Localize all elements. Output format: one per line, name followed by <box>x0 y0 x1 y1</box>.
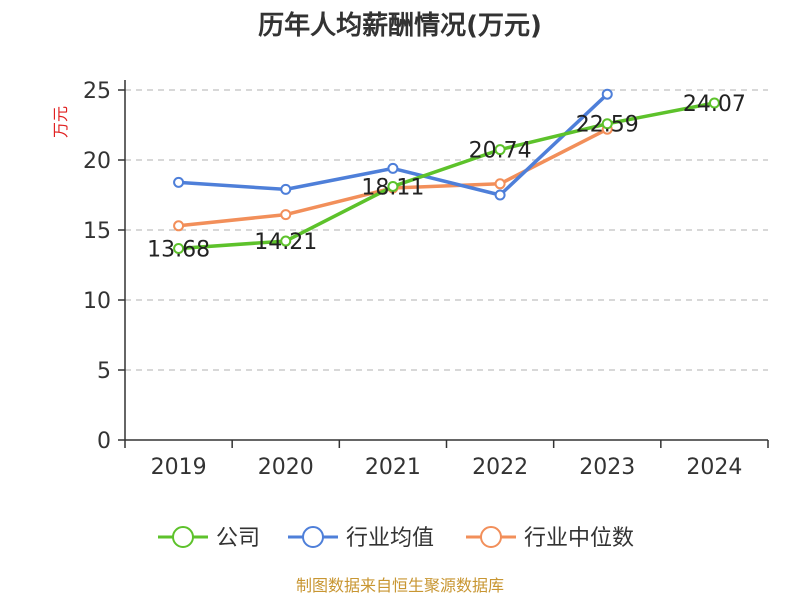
y-axis-label: 万元 <box>51 106 70 138</box>
series-line-company <box>178 101 715 251</box>
x-tick-label: 2022 <box>472 455 528 480</box>
legend-marker-company <box>172 526 194 548</box>
x-tick-label: 2020 <box>258 455 314 480</box>
axes: 0 5 10 15 20 25 2019 2020 2021 2022 2023 2024 <box>83 79 769 480</box>
legend-label-industry-mean: 行业均值 <box>346 526 434 551</box>
data-point-company <box>173 242 185 254</box>
gridlines <box>125 89 768 371</box>
legend-marker-industry-median <box>480 526 502 548</box>
data-point-industry-median <box>173 220 185 232</box>
data-label: 22.59 <box>576 113 639 138</box>
x-tick-label: 2021 <box>365 455 421 480</box>
data-point-industry-mean <box>280 183 292 195</box>
data-point-industry-mean <box>173 176 185 188</box>
data-point-industry-mean <box>494 189 506 201</box>
y-tick-label: 25 <box>83 79 111 104</box>
y-tick-label: 10 <box>83 289 111 314</box>
legend-marker-industry-mean <box>302 526 324 548</box>
data-labels: 13.68 14.21 18.11 20.74 22.59 24.07 <box>147 92 746 262</box>
data-point-industry-median <box>280 209 292 221</box>
data-point-industry-median <box>494 178 506 190</box>
data-point-company <box>494 144 506 156</box>
x-tick-label: 2023 <box>579 455 635 480</box>
data-point-company <box>387 180 399 192</box>
legend: 公司 行业均值 行业中位数 <box>158 526 634 551</box>
data-point-company <box>280 235 292 247</box>
data-point-company <box>708 97 720 109</box>
chart-title: 历年人均薪酬情况(万元) <box>258 10 542 41</box>
y-tick-label: 20 <box>83 149 111 174</box>
data-point-industry-mean <box>601 88 613 100</box>
source-note: 制图数据来自恒生聚源数据库 <box>296 576 504 595</box>
data-label: 18.11 <box>361 175 424 200</box>
y-tick-label: 0 <box>97 429 111 454</box>
legend-label-company: 公司 <box>216 526 260 551</box>
data-label: 13.68 <box>147 237 210 262</box>
y-tick-label: 5 <box>97 359 111 384</box>
data-label: 14.21 <box>254 230 317 255</box>
x-tick-label: 2019 <box>151 455 207 480</box>
y-tick-label: 15 <box>83 219 111 244</box>
data-label: 20.74 <box>469 139 532 164</box>
legend-label-industry-median: 行业中位数 <box>524 526 634 551</box>
series-lines <box>173 88 720 254</box>
data-label: 24.07 <box>683 92 746 117</box>
data-point-company <box>601 118 613 130</box>
x-tick-label: 2024 <box>686 455 742 480</box>
data-point-industry-mean <box>387 162 399 174</box>
